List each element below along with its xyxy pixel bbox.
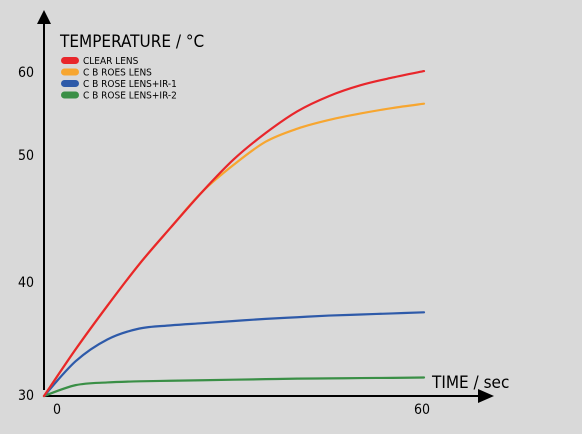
- series-line-3: [42, 311, 426, 398]
- y-tick-label-40: 40: [18, 275, 34, 291]
- y-axis-title: TEMPERATURE / °C: [59, 32, 204, 52]
- x-axis-arrow-icon: [478, 389, 494, 403]
- series-group: [42, 69, 426, 398]
- legend-label-1: CLEAR LENS: [83, 56, 139, 67]
- legend-label-3: C B ROSE LENS+IR-1: [83, 79, 177, 90]
- legend-label-4: C B ROSE LENS+IR-2: [83, 91, 177, 102]
- y-tick-label-60: 60: [18, 65, 34, 81]
- x-axis-title: TIME / sec: [431, 373, 509, 393]
- legend-swatch-4: [61, 91, 79, 99]
- series-line-1: [42, 69, 426, 398]
- series-line-4: [42, 376, 426, 398]
- legend-label-2: C B ROES LENS: [83, 68, 152, 79]
- x-tick-label-0: 0: [53, 402, 61, 418]
- legend-swatch-2: [61, 68, 79, 76]
- y-tick-label-30: 30: [18, 388, 34, 404]
- y-axis-arrow-icon: [37, 10, 51, 24]
- y-tick-label-50: 50: [18, 148, 34, 164]
- x-tick-label-60: 60: [414, 402, 430, 418]
- series-line-2: [42, 102, 426, 398]
- legend-swatch-1: [61, 57, 79, 64]
- legend-swatch-3: [61, 80, 79, 87]
